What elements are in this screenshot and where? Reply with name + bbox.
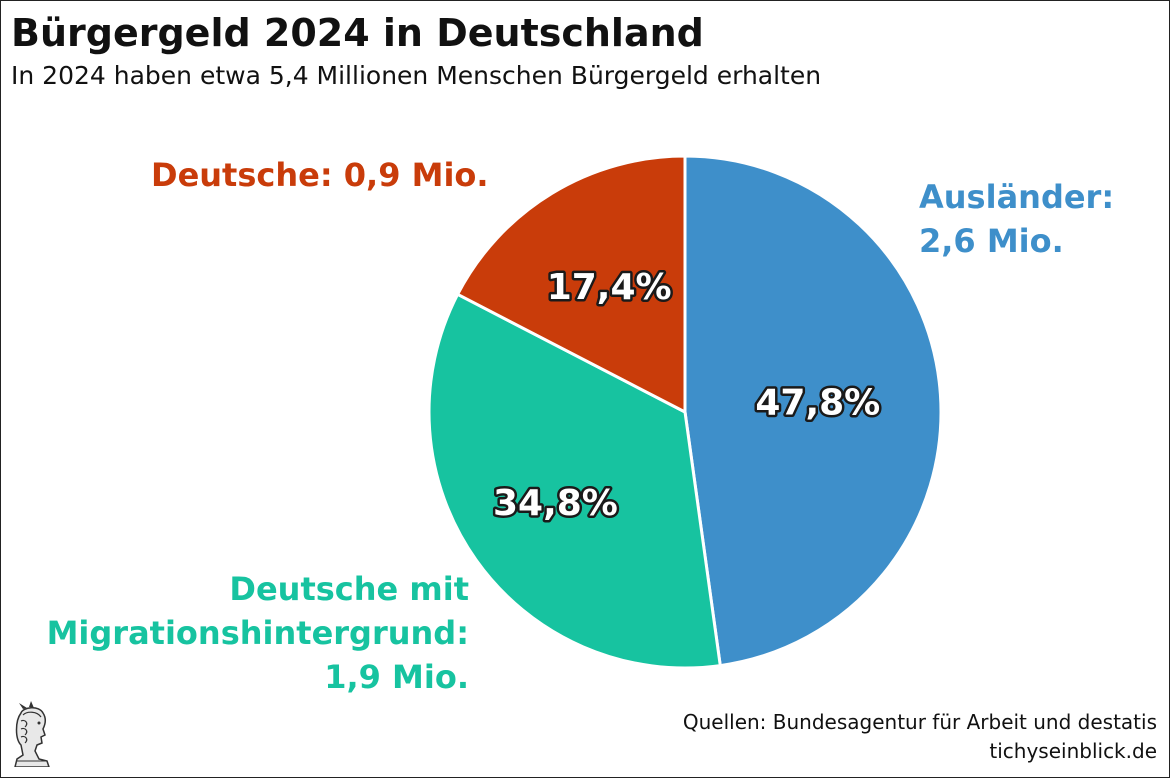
pie-slice-auslaender (683, 154, 943, 668)
pie-value-label-deutsche: 17,4% (547, 267, 672, 308)
category-label-migration-line-2: Migrationshintergrund: (46, 614, 469, 652)
chart-title: Bürgergeld 2024 in Deutschland (11, 11, 704, 55)
category-label-auslaender-line-2: 2,6 Mio. (919, 222, 1064, 260)
publisher-line: tichyseinblick.de (989, 739, 1157, 763)
source-line: Quellen: Bundesagentur für Arbeit und de… (682, 710, 1157, 734)
chart-subtitle: In 2024 haben etwa 5,4 Millionen Mensche… (11, 61, 822, 90)
pie-slice-deutsche (456, 154, 687, 414)
mercury-head-logo-icon (14, 701, 50, 767)
category-label-migration-line-3: 1,9 Mio. (324, 658, 469, 696)
category-label-migration-line-1: Deutsche mit (229, 570, 469, 608)
pie-value-label-auslaender: 47,8% (755, 382, 880, 423)
category-label-auslaender-line-1: Ausländer: (919, 178, 1115, 216)
category-label-deutsche-line-1: Deutsche: 0,9 Mio. (151, 156, 489, 194)
category-label-auslaender: Ausländer: 2,6 Mio. (919, 175, 1114, 263)
category-label-deutsche: Deutsche: 0,9 Mio. (151, 153, 489, 197)
source-note: Quellen: Bundesagentur für Arbeit und de… (683, 708, 1157, 766)
pie-slice-migration (427, 292, 722, 670)
category-label-migration: Deutsche mit Migrationshintergrund: 1,9 … (47, 567, 469, 699)
pie-value-label-migration: 34,8% (493, 483, 618, 524)
